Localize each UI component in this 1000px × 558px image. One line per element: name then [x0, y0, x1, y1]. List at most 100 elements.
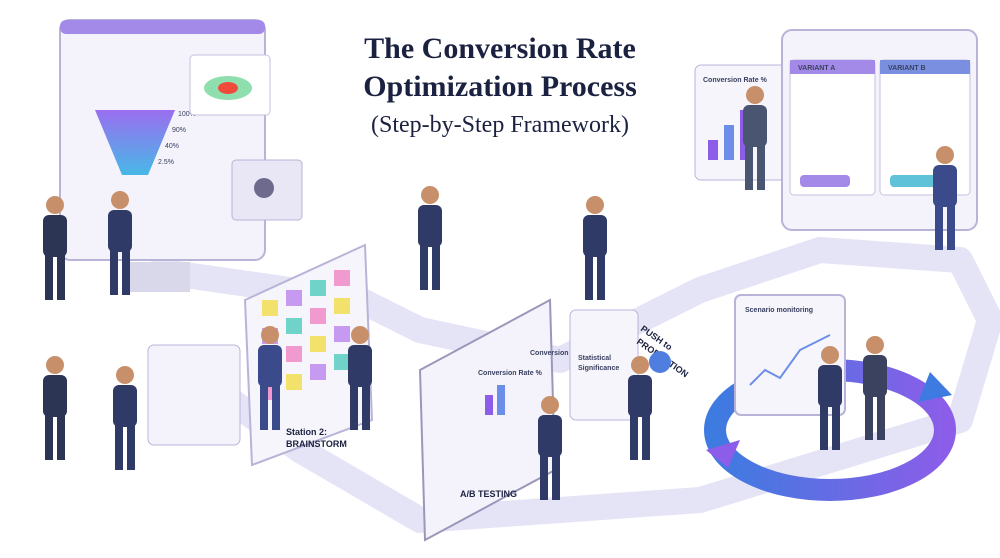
person	[348, 326, 372, 430]
funnel-label: 90%	[172, 127, 186, 134]
person	[818, 346, 842, 450]
funnel	[95, 110, 175, 175]
monitor-stand	[130, 262, 190, 292]
person-body	[418, 205, 442, 247]
title: Optimization Process	[363, 70, 637, 103]
sticky-note	[310, 280, 326, 296]
person-leg	[597, 255, 605, 300]
person-leg	[110, 250, 118, 295]
person-body	[113, 385, 137, 427]
person-leg	[45, 255, 53, 300]
monitor	[734, 294, 846, 416]
illustration-bar	[497, 385, 505, 415]
monitor-bar	[60, 20, 265, 34]
person-head	[936, 146, 954, 164]
person-leg	[260, 385, 268, 430]
person	[863, 336, 887, 440]
title: The Conversion Rate	[364, 32, 636, 65]
illustration-bar	[485, 395, 493, 415]
person-body	[583, 215, 607, 257]
person	[258, 326, 282, 430]
person-body	[108, 210, 132, 252]
person-leg	[820, 405, 828, 450]
gear-icon	[649, 351, 671, 373]
person-body	[933, 165, 957, 207]
person-leg	[127, 425, 135, 470]
sticky-note	[286, 346, 302, 362]
person	[43, 196, 67, 300]
significance-label: Statistical	[578, 355, 611, 362]
person-head	[46, 196, 64, 214]
button-shape	[890, 175, 945, 187]
person-leg	[757, 145, 765, 190]
person	[583, 196, 607, 300]
variant-label: VARIANT B	[888, 65, 926, 72]
person-body	[743, 105, 767, 147]
person-head	[261, 326, 279, 344]
person-head	[116, 366, 134, 384]
variant-header	[790, 60, 875, 74]
chart-title: Conversion Rate %	[478, 370, 543, 377]
variant-header	[880, 60, 970, 74]
person-leg	[362, 385, 370, 430]
person-head	[111, 191, 129, 209]
person-body	[348, 345, 372, 387]
person-leg	[57, 255, 65, 300]
person-body	[43, 215, 67, 257]
people	[43, 86, 957, 500]
sticky-note	[310, 308, 326, 324]
person	[43, 356, 67, 460]
person-leg	[865, 395, 873, 440]
sticky-note	[286, 290, 302, 306]
person-leg	[540, 455, 548, 500]
person-head	[821, 346, 839, 364]
person-body	[258, 345, 282, 387]
funnel-label: 40%	[165, 143, 179, 150]
person-leg	[935, 205, 943, 250]
person-head	[351, 326, 369, 344]
person	[418, 186, 442, 290]
step-label: A/B TESTING	[460, 489, 517, 499]
person-leg	[420, 245, 428, 290]
person-leg	[122, 250, 130, 295]
person-leg	[745, 145, 753, 190]
person-leg	[630, 415, 638, 460]
heatmap	[218, 82, 238, 94]
sticky-note	[286, 318, 302, 334]
illustration-bar	[724, 125, 734, 160]
variant-panel	[789, 59, 876, 196]
person-leg	[642, 415, 650, 460]
sticky-note	[310, 336, 326, 352]
person-leg	[272, 385, 280, 430]
person	[113, 366, 137, 470]
sticky-note	[262, 300, 278, 316]
person-leg	[45, 415, 53, 460]
person-leg	[947, 205, 955, 250]
sticky-note	[286, 374, 302, 390]
sticky-note	[334, 326, 350, 342]
person-leg	[585, 255, 593, 300]
play-button	[254, 178, 274, 198]
illustration-bar	[708, 140, 718, 160]
person-head	[586, 196, 604, 214]
person-head	[631, 356, 649, 374]
person-leg	[432, 245, 440, 290]
person-leg	[115, 425, 123, 470]
trend-line	[749, 334, 831, 386]
person-head	[421, 186, 439, 204]
person-body	[818, 365, 842, 407]
person	[108, 191, 132, 295]
arrow-head	[918, 372, 952, 402]
monitoring-label: Scenario monitoring	[745, 307, 813, 314]
person-body	[43, 375, 67, 417]
button-shape	[800, 175, 850, 187]
product-card	[147, 344, 241, 446]
station-label: Station 2:	[286, 427, 327, 437]
person	[628, 356, 652, 460]
chart-title: Conversion Rate %	[530, 350, 595, 357]
variant-label: VARIANT A	[798, 65, 835, 72]
subtitle: (Step-by-Step Framework)	[371, 112, 629, 138]
person-head	[46, 356, 64, 374]
sticky-note	[310, 364, 326, 380]
